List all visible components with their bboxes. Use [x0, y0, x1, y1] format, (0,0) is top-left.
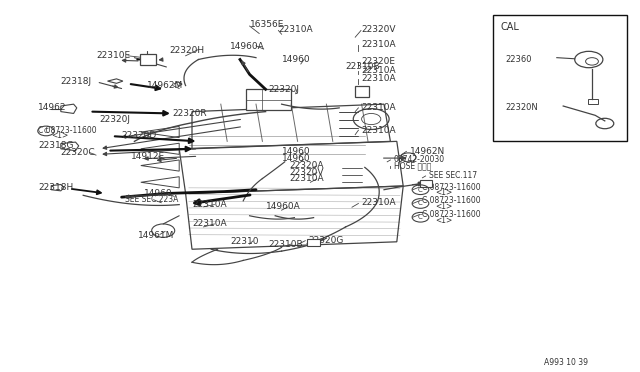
- Bar: [355, 86, 369, 97]
- Text: 22320V: 22320V: [362, 25, 396, 34]
- Text: 22310A: 22310A: [362, 66, 396, 75]
- Bar: [493, 15, 627, 141]
- Text: 22320E: 22320E: [362, 57, 396, 66]
- Text: 22320N: 22320N: [506, 103, 538, 112]
- Text: 22310A: 22310A: [192, 200, 227, 209]
- Text: 14962M: 14962M: [147, 81, 184, 90]
- Text: 14962N: 14962N: [410, 147, 445, 156]
- Text: 22310A: 22310A: [362, 40, 396, 49]
- Text: 22320J: 22320J: [269, 85, 300, 94]
- Text: <1>: <1>: [435, 216, 452, 225]
- Text: <1>: <1>: [51, 131, 68, 140]
- Text: 22318G: 22318G: [38, 141, 74, 150]
- Text: SEE SEC.117: SEE SEC.117: [429, 171, 477, 180]
- Text: 22318J: 22318J: [61, 77, 92, 86]
- Text: A993 10 39: A993 10 39: [544, 358, 588, 367]
- Text: 22360: 22360: [506, 55, 532, 64]
- Text: 22310A: 22310A: [362, 198, 396, 207]
- Text: C 08723-11600: C 08723-11600: [422, 196, 481, 205]
- Bar: [307, 239, 320, 246]
- Text: 22320C: 22320C: [61, 148, 95, 157]
- Text: HOSE ホース: HOSE ホース: [394, 162, 431, 171]
- Text: C: C: [418, 201, 423, 206]
- Text: 22320J: 22320J: [99, 115, 130, 124]
- Text: 14960: 14960: [144, 189, 173, 198]
- Text: 14962: 14962: [38, 103, 67, 112]
- Text: 22310A: 22310A: [192, 219, 227, 228]
- Text: C: C: [418, 187, 423, 193]
- Text: 22310A: 22310A: [278, 25, 313, 34]
- Text: 14960A: 14960A: [266, 202, 300, 211]
- Text: CAL: CAL: [500, 22, 519, 32]
- Text: 22310B: 22310B: [269, 240, 303, 249]
- Text: 22320G: 22320G: [308, 236, 344, 245]
- Bar: [420, 180, 432, 187]
- Bar: [588, 99, 598, 104]
- Text: 16356E: 16356E: [250, 20, 284, 29]
- Text: SEE SEC.223A: SEE SEC.223A: [125, 195, 178, 204]
- Text: 22320V: 22320V: [289, 168, 324, 177]
- Text: <1>: <1>: [435, 202, 452, 211]
- Text: 14960: 14960: [282, 147, 310, 156]
- Text: 22310A: 22310A: [289, 174, 324, 183]
- Text: 22310A: 22310A: [362, 103, 396, 112]
- Text: 14912E: 14912E: [131, 152, 165, 161]
- Text: 22310: 22310: [230, 237, 259, 246]
- Text: 22310A: 22310A: [362, 74, 396, 83]
- Text: 14961M: 14961M: [138, 231, 174, 240]
- Text: 08742-20030: 08742-20030: [394, 155, 445, 164]
- Text: C 08723-11600: C 08723-11600: [38, 126, 97, 135]
- Text: 22320R: 22320R: [173, 109, 207, 118]
- Text: C: C: [44, 128, 49, 134]
- Text: C: C: [418, 214, 423, 220]
- Text: 14960A: 14960A: [230, 42, 265, 51]
- Text: 14960: 14960: [282, 154, 310, 163]
- Text: 22320H: 22320H: [170, 46, 205, 55]
- Text: 22318H: 22318H: [38, 183, 74, 192]
- Bar: [246, 89, 291, 110]
- Text: C 08723-11600: C 08723-11600: [422, 210, 481, 219]
- Text: 22310E: 22310E: [96, 51, 130, 60]
- Text: 22320D: 22320D: [122, 131, 157, 140]
- Text: C 08723-11600: C 08723-11600: [422, 183, 481, 192]
- Text: 22320A: 22320A: [289, 161, 324, 170]
- Bar: [140, 54, 156, 65]
- Text: 22310A: 22310A: [362, 126, 396, 135]
- Text: 22310B: 22310B: [346, 62, 380, 71]
- Text: 14960: 14960: [282, 55, 310, 64]
- Text: <1>: <1>: [435, 188, 452, 197]
